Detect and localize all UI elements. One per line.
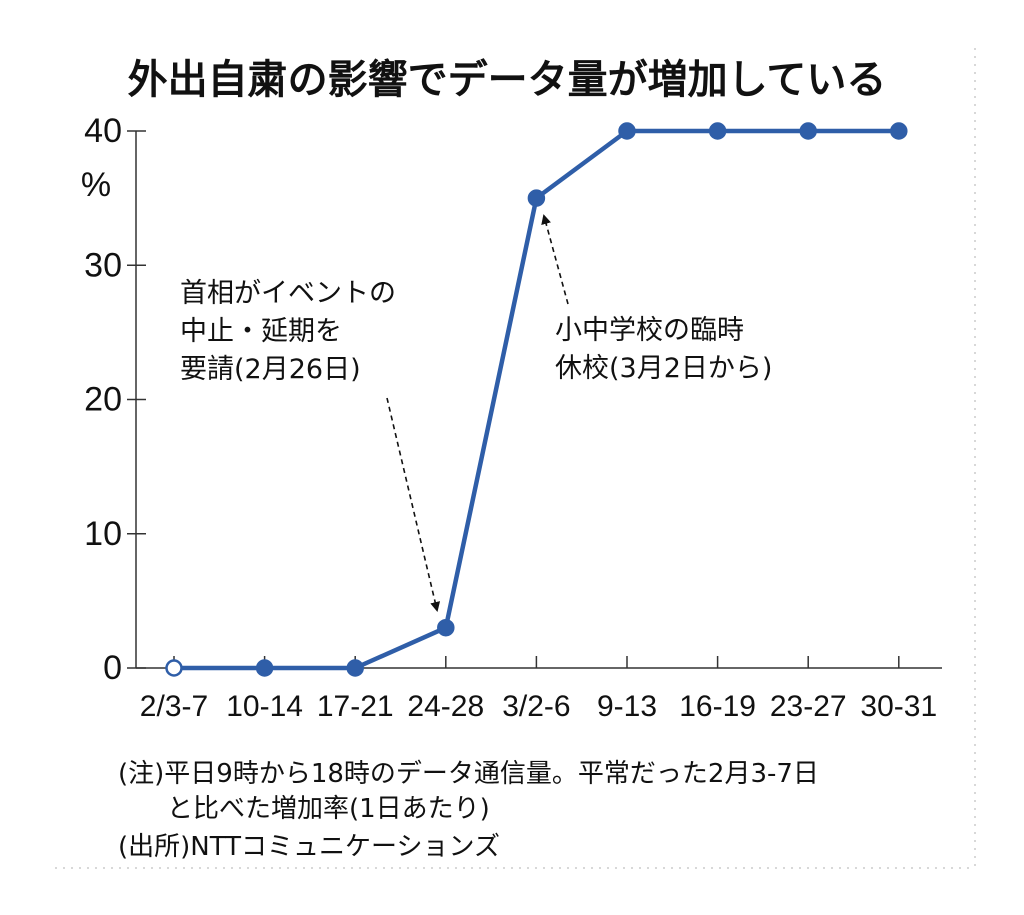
annotation-line: 要請(2月26日) [180,354,361,385]
annotation-arrow [386,397,441,612]
x-tick-label: 3/2-6 [502,690,570,723]
annotation-line: 中止・延期を [180,316,342,347]
data-point [708,122,727,140]
source-note: (出所)NTTコミュニケーションズ [118,832,500,862]
x-tick-label: 2/3-7 [140,690,208,723]
x-tick-label: 30-31 [860,690,937,723]
x-tick-label: 17-21 [317,690,394,723]
y-tick-label: 0 [103,649,122,687]
y-tick-label: 40 [84,112,122,150]
data-point [890,122,908,140]
x-tick-label: 9-13 [597,690,657,723]
series-layer [165,122,908,677]
data-point [255,659,274,677]
x-tick-label: 10-14 [226,690,303,723]
annotation-line: 休校(3月2日から) [555,353,772,384]
y-tick-label: 30 [84,246,122,284]
data-point [346,659,364,677]
annotation-arrow [541,214,569,305]
x-axis: 2/3-7 10-14 17-21 24-28 3/2-6 9-13 16-19 23-27 3… [136,656,942,723]
annotation-line: 小中学校の臨時 [555,315,744,346]
annotation-school-closure: 小中学校の臨時 休校(3月2日から) [541,214,772,384]
baseline-point [165,659,183,677]
y-tick-label: 10 [84,515,122,553]
y-axis: 0 10 20 30 40 [84,112,146,687]
x-tick-label: 24-28 [407,690,484,723]
y-axis-label: % [81,166,111,204]
series-line [174,128,899,671]
data-point [437,618,455,637]
chart-title: 外出自粛の影響でデータ量が増加している [128,57,887,103]
x-tick-label: 23-27 [770,690,847,723]
footnote: (注)平日9時から18時のデータ通信量。平常だった2月3-7日 [118,759,819,789]
data-point [799,122,817,140]
annotation-line: 首相がイベントの [180,278,396,309]
data-point [527,189,546,207]
annotation-event-request: 首相がイベントの 中止・延期を 要請(2月26日) [180,278,441,612]
footnote: と比べた増加率(1日あたり) [167,794,490,824]
x-tick-label: 16-19 [679,690,756,723]
y-tick-label: 20 [84,381,122,419]
data-point [618,122,636,140]
